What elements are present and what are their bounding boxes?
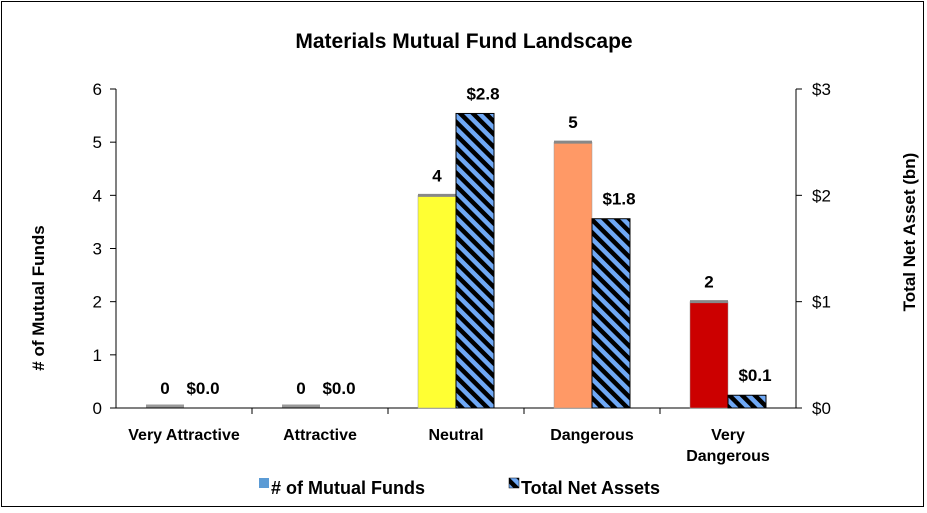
left-tick-label: 5: [93, 133, 102, 152]
assets-data-label: $0.0: [186, 379, 219, 398]
funds-bar: [689, 301, 729, 409]
left-tick-label: 4: [93, 186, 102, 205]
assets-data-label: $0.1: [738, 366, 771, 385]
left-tick-label: 1: [93, 346, 102, 365]
legend-swatch-funds: [259, 478, 269, 488]
left-tick-label: 3: [93, 240, 102, 259]
category-label: Attractive: [283, 427, 357, 444]
funds-data-label: 4: [432, 166, 442, 185]
funds-data-label: 5: [568, 113, 577, 132]
funds-data-label: 2: [704, 273, 713, 292]
right-tick-label: $1: [812, 293, 831, 312]
funds-bar: [553, 141, 593, 409]
assets-bar: [591, 218, 631, 409]
funds-data-label: 0: [296, 379, 305, 398]
legend-label-funds: # of Mutual Funds: [271, 478, 425, 498]
left-tick-label: 2: [93, 293, 102, 312]
left-tick-label: 0: [93, 399, 102, 418]
legend-swatch-assets: [508, 477, 520, 489]
assets-data-label: $0.0: [322, 379, 355, 398]
assets-bar: [727, 394, 767, 409]
chart-title: Materials Mutual Fund Landscape: [295, 30, 632, 53]
category-label: Dangerous: [686, 448, 770, 465]
category-label: Very Attractive: [128, 427, 240, 444]
category-label: Very: [711, 427, 745, 444]
assets-data-label: $1.8: [602, 190, 635, 209]
category-label: Neutral: [428, 427, 483, 444]
right-axis-title: Total Net Asset (bn): [900, 153, 919, 312]
assets-data-label: $2.8: [466, 84, 499, 103]
right-tick-label: $3: [812, 80, 831, 99]
left-tick-label: 6: [93, 80, 102, 99]
legend-label-assets: Total Net Assets: [521, 478, 660, 498]
right-tick-label: $2: [812, 186, 831, 205]
category-label: Dangerous: [550, 427, 634, 444]
left-axis-title: # of Mutual Funds: [29, 225, 48, 370]
funds-data-label: 0: [160, 379, 169, 398]
right-tick-label: $0: [812, 399, 831, 418]
funds-bar: [417, 195, 457, 409]
assets-bar: [455, 112, 495, 409]
